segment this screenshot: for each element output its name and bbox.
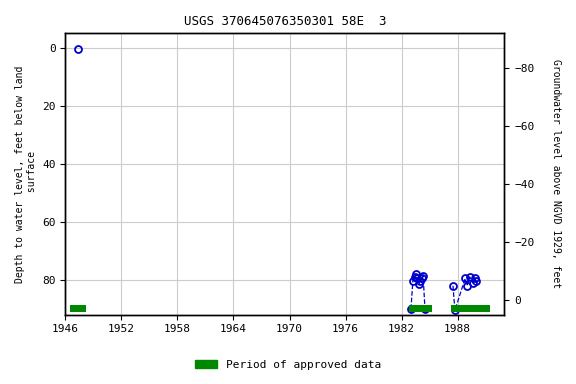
Y-axis label: Depth to water level, feet below land
 surface: Depth to water level, feet below land su…	[15, 65, 37, 283]
Title: USGS 370645076350301 58E  3: USGS 370645076350301 58E 3	[184, 15, 386, 28]
Legend: Period of approved data: Period of approved data	[191, 356, 385, 375]
Y-axis label: Groundwater level above NGVD 1929, feet: Groundwater level above NGVD 1929, feet	[551, 60, 561, 289]
